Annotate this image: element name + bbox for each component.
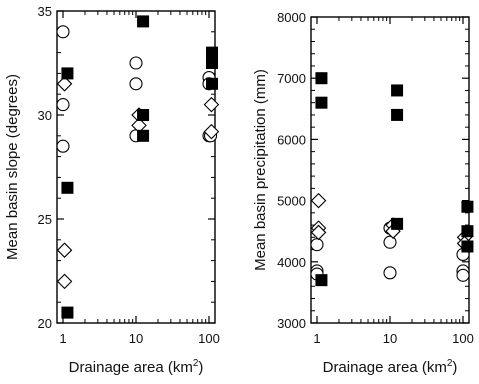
panel-1-x-tick-label: 100: [198, 331, 220, 346]
panel-1-point-square: [61, 181, 74, 194]
panel-2-point-circle: [456, 268, 470, 282]
panel-2-y-tick-label: 7000: [277, 71, 306, 86]
panel-2: 1 10 100 3000 4000 5000 6000 7000 8000 Drainage a…: [252, 10, 474, 376]
panel-1-point-diamond: [203, 96, 220, 113]
panel-2-point-diamond: [310, 192, 327, 209]
panel-2-y-axis-title: Mean basin precipitation (mm): [252, 69, 269, 271]
panel-1-point-circle: [129, 77, 143, 91]
panel-1-y-tick-label: 35: [38, 4, 52, 19]
panel-2-y-tick-label: 4000: [277, 255, 306, 270]
panel-2-point-square: [315, 96, 328, 109]
panel-1-y-axis-title: Mean basin slope (degrees): [4, 74, 21, 260]
panel-1-y-tick-label: 30: [38, 108, 52, 123]
panel-1-point-circle: [56, 139, 70, 153]
panel-1-point-square: [206, 57, 219, 69]
panel-1-point-diamond: [203, 123, 220, 140]
panel-2-y-tick-label: 8000: [277, 10, 306, 25]
panel-2-x-tick-label: 1: [313, 331, 320, 346]
panel-1-point-square: [137, 109, 150, 121]
panel-2-x-axis-title: Drainage area (km2): [323, 358, 458, 376]
panel-2-point-square: [461, 225, 474, 238]
panel-1-x-tick-label: 10: [129, 331, 143, 346]
panel-1: 1 10 100 20 25 30 35 Drainage area (km2) Mean ba…: [4, 4, 220, 376]
panel-1-x-axis-title: Drainage area (km2): [69, 358, 204, 376]
panel-2-point-square: [315, 72, 328, 85]
panel-2-point-square: [315, 274, 328, 287]
panel-1-y-tick-label: 25: [38, 212, 52, 227]
panel-2-point-circle: [383, 235, 397, 249]
panel-2-point-square: [391, 108, 404, 121]
panel-1-point-circle: [56, 25, 70, 39]
panel-1-x-tick-label: 1: [59, 331, 66, 346]
panel-1-point-circle: [129, 56, 143, 70]
panel-1-point-square: [61, 306, 74, 319]
panel-2-y-tick-label: 6000: [277, 132, 306, 147]
panel-1-y-tick-label: 20: [38, 316, 52, 331]
panel-1-point-square: [61, 67, 74, 80]
panel-2-point-square: [461, 240, 474, 253]
panel-1-point-square: [206, 46, 219, 59]
panel-1-point-diamond: [56, 273, 73, 290]
panel-2-point-circle: [383, 266, 397, 280]
panel-2-point-circle: [310, 238, 324, 252]
panel-1-point-circle: [56, 98, 70, 112]
panel-1-point-square: [137, 15, 150, 28]
panel-2-point-square: [391, 217, 404, 230]
panel-2-x-tick-label: 10: [383, 331, 397, 346]
panel-1-point-diamond: [56, 76, 73, 92]
panel-2-point-diamond: [310, 224, 327, 241]
panel-2-x-tick-label: 100: [452, 331, 474, 346]
panel-2-y-tick-label: 5000: [277, 194, 306, 209]
panel-1-point-square: [206, 77, 219, 90]
panel-1-point-square: [137, 129, 150, 142]
panel-1-point-diamond: [56, 242, 73, 258]
panel-2-y-tick-label: 3000: [277, 316, 306, 331]
panel-2-point-square: [391, 84, 404, 97]
panel-2-point-square: [461, 200, 474, 213]
